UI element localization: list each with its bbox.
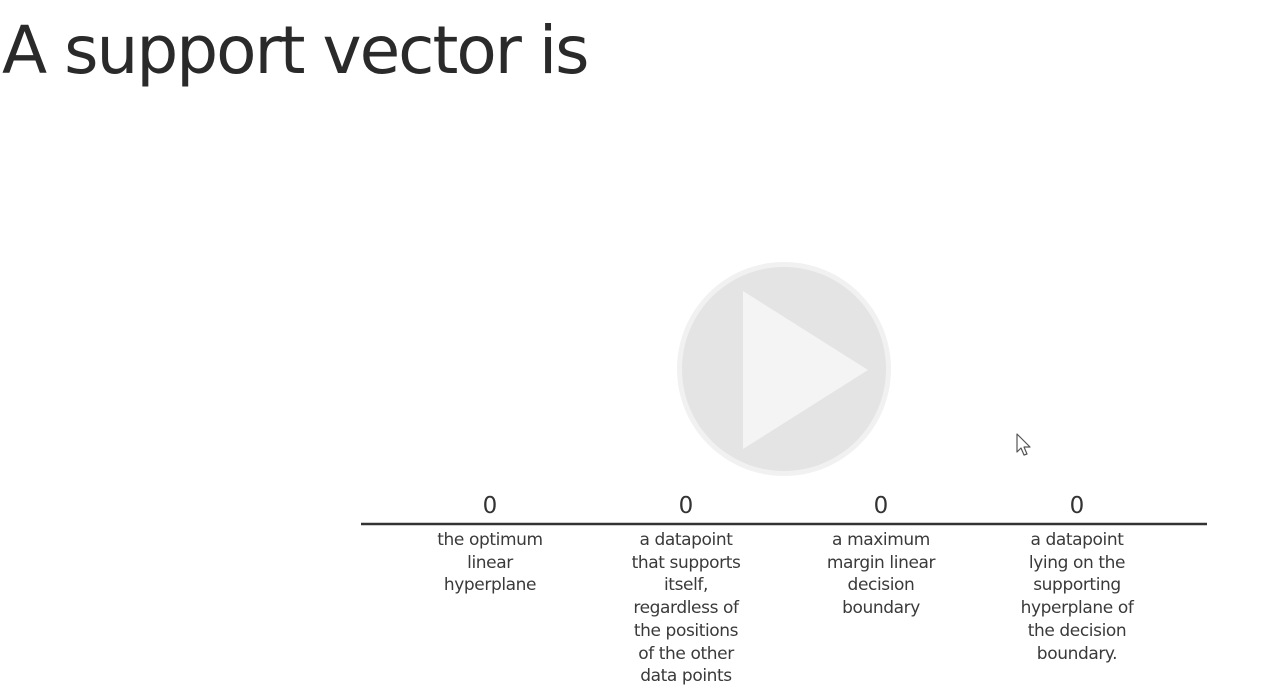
category-label-line: lying on the <box>1028 552 1126 573</box>
category-label-line: the positions <box>633 620 739 641</box>
category-label-line: supporting <box>1033 575 1121 596</box>
page-title: A support vector is <box>2 12 590 89</box>
category-label-line: regardless of <box>633 598 739 619</box>
bar-value-label-2: 0 <box>679 493 694 519</box>
category-label-line: the decision <box>1027 620 1127 641</box>
category-label-line: the optimum <box>437 530 543 550</box>
category-label-line: a datapoint <box>639 530 733 550</box>
video-play-button[interactable] <box>675 260 893 478</box>
category-label-4: a datapoint lying on the supporting hyperpl… <box>987 529 1167 665</box>
category-label-line: itself, <box>663 575 709 596</box>
bar-value-label-1: 0 <box>483 493 498 519</box>
bar-value-label-3: 0 <box>874 493 889 519</box>
mouse-pointer-icon <box>1016 433 1032 457</box>
category-label-line: margin linear <box>826 552 936 573</box>
category-label-line: data points <box>640 666 732 687</box>
category-label-line: of the other <box>638 643 734 664</box>
category-label-line: boundary. <box>1036 643 1118 664</box>
category-label-1: the optimum linear hyperplane <box>400 529 580 597</box>
category-label-line: a datapoint <box>1030 530 1124 550</box>
category-label-2: a datapoint that supports itself, regardles… <box>596 529 776 688</box>
category-label-line: decision <box>847 575 915 596</box>
play-icon <box>677 262 891 476</box>
bar-value-label-4: 0 <box>1070 493 1085 519</box>
category-label-line: linear <box>467 552 513 573</box>
category-label-line: that supports <box>631 552 741 573</box>
category-label-line: a maximum <box>832 530 930 550</box>
category-label-3: a maximum margin linear decision boundary <box>791 529 971 620</box>
category-label-line: hyperplane <box>443 575 537 596</box>
category-label-line: boundary <box>842 598 920 619</box>
category-label-line: hyperplane of <box>1020 598 1134 619</box>
